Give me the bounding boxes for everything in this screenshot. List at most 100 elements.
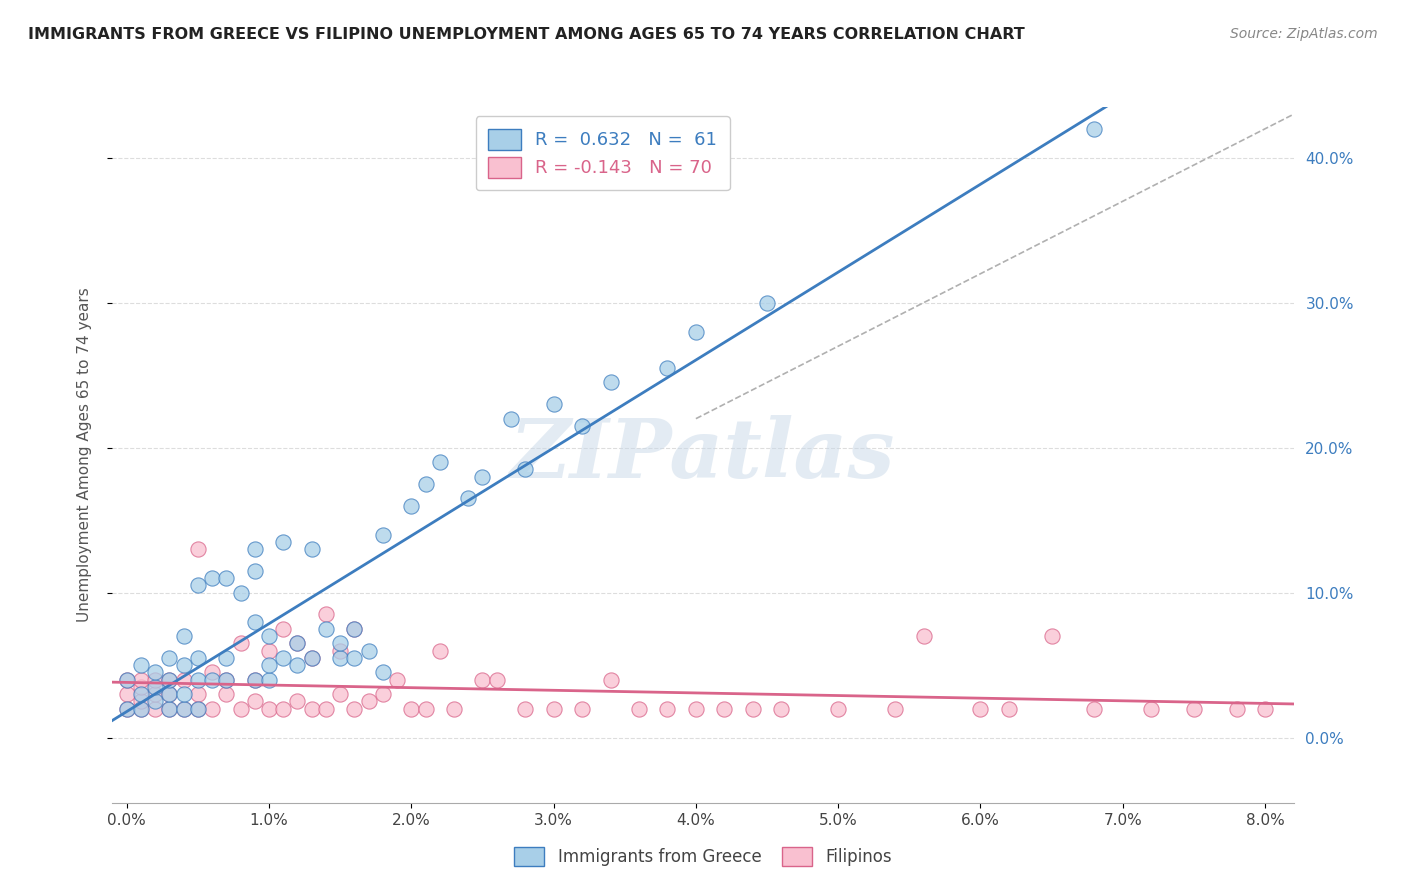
Point <box>271 622 294 636</box>
Point <box>1083 121 1105 136</box>
Point <box>657 701 679 715</box>
Point <box>343 622 366 636</box>
Point <box>157 701 180 715</box>
Point <box>287 636 309 650</box>
Point <box>912 629 935 643</box>
Point <box>257 658 280 673</box>
Point <box>301 651 323 665</box>
Point <box>243 615 266 629</box>
Point <box>257 643 280 657</box>
Point <box>415 701 437 715</box>
Point <box>401 701 423 715</box>
Point <box>257 629 280 643</box>
Point <box>343 622 366 636</box>
Point <box>129 701 152 715</box>
Point <box>499 411 522 425</box>
Point <box>315 607 337 622</box>
Point <box>215 651 238 665</box>
Point <box>287 636 309 650</box>
Point <box>571 701 593 715</box>
Point <box>187 578 209 592</box>
Point <box>143 665 166 680</box>
Point <box>627 701 650 715</box>
Point <box>1254 701 1277 715</box>
Point <box>157 673 180 687</box>
Point <box>1182 701 1205 715</box>
Point <box>187 673 209 687</box>
Point <box>571 419 593 434</box>
Point <box>143 687 166 701</box>
Point <box>543 701 565 715</box>
Point <box>129 687 152 701</box>
Point <box>513 462 536 476</box>
Point <box>173 701 195 715</box>
Point <box>173 658 195 673</box>
Point <box>115 687 138 701</box>
Point <box>129 673 152 687</box>
Point <box>301 542 323 557</box>
Point <box>329 636 352 650</box>
Point <box>229 701 252 715</box>
Point <box>1226 701 1249 715</box>
Point <box>471 469 494 483</box>
Point <box>301 701 323 715</box>
Point <box>357 643 380 657</box>
Point <box>129 694 152 708</box>
Y-axis label: Unemployment Among Ages 65 to 74 years: Unemployment Among Ages 65 to 74 years <box>77 287 91 623</box>
Point <box>115 673 138 687</box>
Point <box>143 673 166 687</box>
Point <box>257 673 280 687</box>
Point <box>471 673 494 687</box>
Point <box>401 499 423 513</box>
Point <box>599 376 621 390</box>
Text: ZIPatlas: ZIPatlas <box>510 415 896 495</box>
Point <box>157 651 180 665</box>
Point <box>115 701 138 715</box>
Point <box>287 658 309 673</box>
Point <box>201 665 224 680</box>
Point <box>429 643 451 657</box>
Point <box>229 636 252 650</box>
Point <box>599 673 621 687</box>
Point <box>187 651 209 665</box>
Point <box>243 694 266 708</box>
Point <box>215 673 238 687</box>
Point <box>685 325 707 339</box>
Point <box>129 680 152 694</box>
Point <box>371 665 394 680</box>
Point <box>173 673 195 687</box>
Point <box>741 701 763 715</box>
Point <box>357 694 380 708</box>
Point <box>343 701 366 715</box>
Point <box>143 694 166 708</box>
Point <box>143 680 166 694</box>
Point <box>329 687 352 701</box>
Point <box>215 687 238 701</box>
Text: Source: ZipAtlas.com: Source: ZipAtlas.com <box>1230 27 1378 41</box>
Point <box>157 701 180 715</box>
Point <box>187 542 209 557</box>
Point <box>343 651 366 665</box>
Point <box>187 701 209 715</box>
Point <box>998 701 1021 715</box>
Point <box>315 622 337 636</box>
Point <box>115 701 138 715</box>
Point <box>157 687 180 701</box>
Point <box>215 571 238 585</box>
Point <box>173 701 195 715</box>
Point <box>457 491 479 506</box>
Point <box>385 673 408 687</box>
Point <box>415 476 437 491</box>
Point <box>271 701 294 715</box>
Point <box>315 701 337 715</box>
Point <box>201 673 224 687</box>
Point <box>115 673 138 687</box>
Point <box>329 651 352 665</box>
Point <box>756 295 779 310</box>
Point <box>513 701 536 715</box>
Point <box>243 673 266 687</box>
Point <box>229 585 252 599</box>
Point <box>243 542 266 557</box>
Point <box>287 694 309 708</box>
Point <box>329 643 352 657</box>
